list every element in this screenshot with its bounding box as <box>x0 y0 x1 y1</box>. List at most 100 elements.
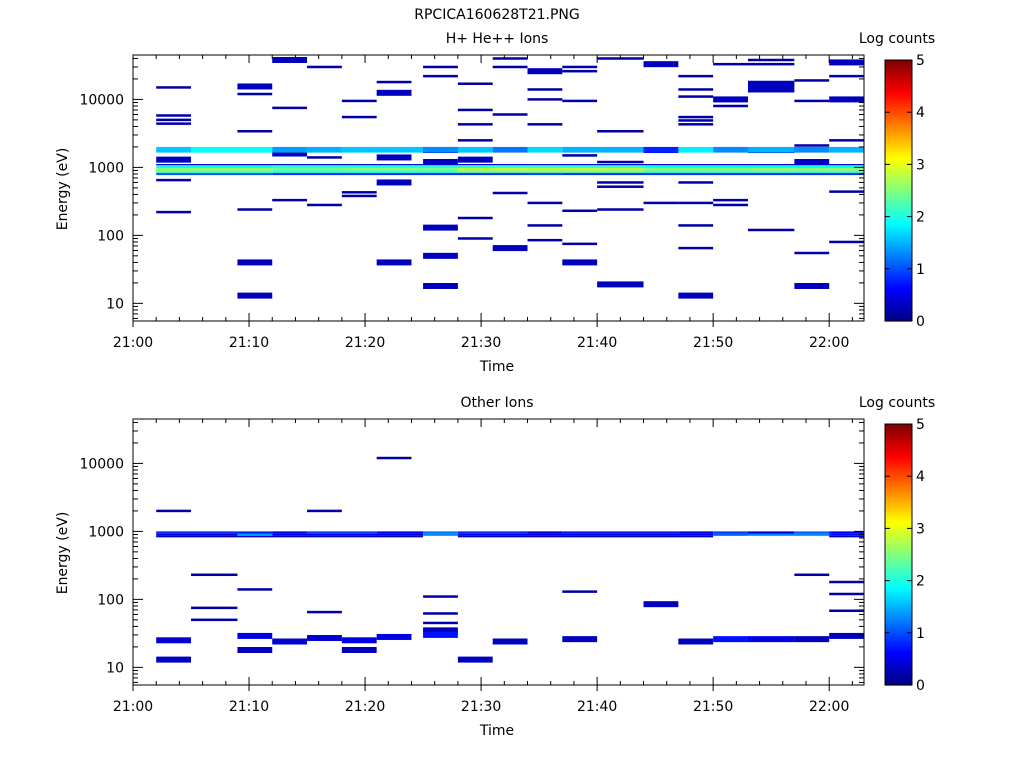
heatmap-band-cell <box>643 170 864 173</box>
colorbar-segment <box>885 580 912 584</box>
colorbar-segment <box>885 318 912 322</box>
colorbar-segment <box>885 600 912 603</box>
colorbar-segment <box>885 476 912 479</box>
heatmap-cell <box>713 104 748 108</box>
colorbar-segment <box>885 103 912 107</box>
colorbar-segment <box>885 554 912 558</box>
heatmap-cell <box>678 88 714 91</box>
heatmap-cell <box>527 88 563 91</box>
heatmap-band-cell <box>307 531 377 534</box>
heatmap-cell <box>492 245 528 252</box>
colorbar-segment <box>885 186 912 189</box>
heatmap-band-cell <box>272 165 458 168</box>
colorbar-segment <box>885 434 912 438</box>
heatmap-cell <box>678 181 714 184</box>
colorbar-segment <box>885 120 912 124</box>
heatmap-cell <box>272 638 308 645</box>
y-tick-label: 10 <box>106 296 124 312</box>
colorbar-tick-label: 1 <box>916 626 925 642</box>
heatmap-cell <box>457 237 493 240</box>
heatmap-cell <box>829 580 864 584</box>
colorbar-segment <box>885 64 912 68</box>
heatmap-cell <box>457 108 493 112</box>
colorbar-segment <box>885 312 912 316</box>
heatmap-cells <box>156 456 864 663</box>
colorbar-segment <box>885 574 912 577</box>
colorbar-segment <box>885 149 912 152</box>
colorbar-segment <box>885 480 912 484</box>
colorbar-segment <box>885 116 912 120</box>
colorbar-segment <box>885 658 912 662</box>
heatmap-cell <box>713 203 748 207</box>
heatmap-band-cell <box>341 146 424 153</box>
heatmap-cell <box>237 632 273 639</box>
colorbar-segment <box>885 290 912 294</box>
colorbar-segment <box>885 456 912 460</box>
colorbar-segment <box>885 166 912 170</box>
heatmap-cell <box>156 156 192 163</box>
heatmap-band-cell <box>237 533 273 536</box>
colorbar-segment <box>885 606 912 610</box>
colorbar-segment <box>885 144 912 148</box>
colorbar-segment <box>885 238 912 242</box>
colorbar-segment <box>885 619 912 623</box>
heatmap-cell <box>341 99 377 103</box>
colorbar-segment <box>885 424 912 427</box>
colorbar-segment <box>885 140 912 144</box>
heatmap-band-cell <box>527 146 563 153</box>
colorbar-segment <box>885 77 912 81</box>
colorbar-segment <box>885 107 912 111</box>
colorbar-segment <box>885 565 912 569</box>
heatmap-cell <box>597 160 644 164</box>
colorbar-segment <box>885 611 912 614</box>
colorbar-tick-label: 5 <box>916 417 925 433</box>
colorbar-segment <box>885 676 912 680</box>
heatmap-cell <box>423 159 458 166</box>
heatmap-band-cell <box>341 167 458 171</box>
plot-frame <box>132 418 865 686</box>
colorbar-segment <box>885 181 912 185</box>
colorbar-segment <box>885 469 912 473</box>
colorbar-segment <box>885 99 912 102</box>
colorbar-segment <box>885 639 912 643</box>
heatmap-cell <box>713 636 748 643</box>
heatmap-cell <box>794 282 830 289</box>
heatmap-cell <box>457 156 493 163</box>
colorbar-segment <box>885 634 912 638</box>
colorbar-segment <box>885 467 912 471</box>
colorbar-segment <box>885 665 912 669</box>
colorbar-segment <box>885 131 912 135</box>
heatmap-cell <box>272 106 308 110</box>
colorbar-segment <box>885 489 912 493</box>
colorbar-segment <box>885 203 912 207</box>
colorbar-frame <box>884 59 913 322</box>
heatmap-cell <box>423 631 458 638</box>
heatmap-cell <box>341 194 377 198</box>
heatmap-band-cell <box>156 146 192 153</box>
colorbar-segment <box>885 236 912 239</box>
heatmap-cell <box>562 154 598 157</box>
colorbar-segment <box>885 593 912 597</box>
heatmap-cell <box>829 592 864 596</box>
colorbar-segment <box>885 447 912 451</box>
heatmap-cell <box>678 74 714 78</box>
colorbar-segment <box>885 168 912 172</box>
colorbar-segment <box>885 443 912 447</box>
heatmap-band-cell <box>272 531 308 534</box>
heatmap-cell <box>341 637 377 644</box>
colorbar-segment <box>885 637 912 640</box>
heatmap-cell <box>423 627 458 634</box>
colorbar-segment <box>885 70 912 74</box>
colorbar-segment <box>885 558 912 562</box>
colorbar-tick-label: 4 <box>916 105 925 121</box>
x-tick-label: 21:50 <box>693 335 733 351</box>
y-tick-label: 1000 <box>88 160 124 176</box>
colorbar-segment <box>885 432 912 436</box>
colorbar-segment <box>885 667 912 671</box>
panel-h-he-ions: H+ He++ Ions Log counts 21:00 21:10 21:20 2… <box>55 31 935 375</box>
colorbar-segment <box>885 547 912 551</box>
x-tick-label: 21:40 <box>577 335 617 351</box>
x-tick-label: 21:20 <box>345 699 385 715</box>
colorbar-segment <box>885 253 912 257</box>
heatmap-cell <box>829 59 864 66</box>
